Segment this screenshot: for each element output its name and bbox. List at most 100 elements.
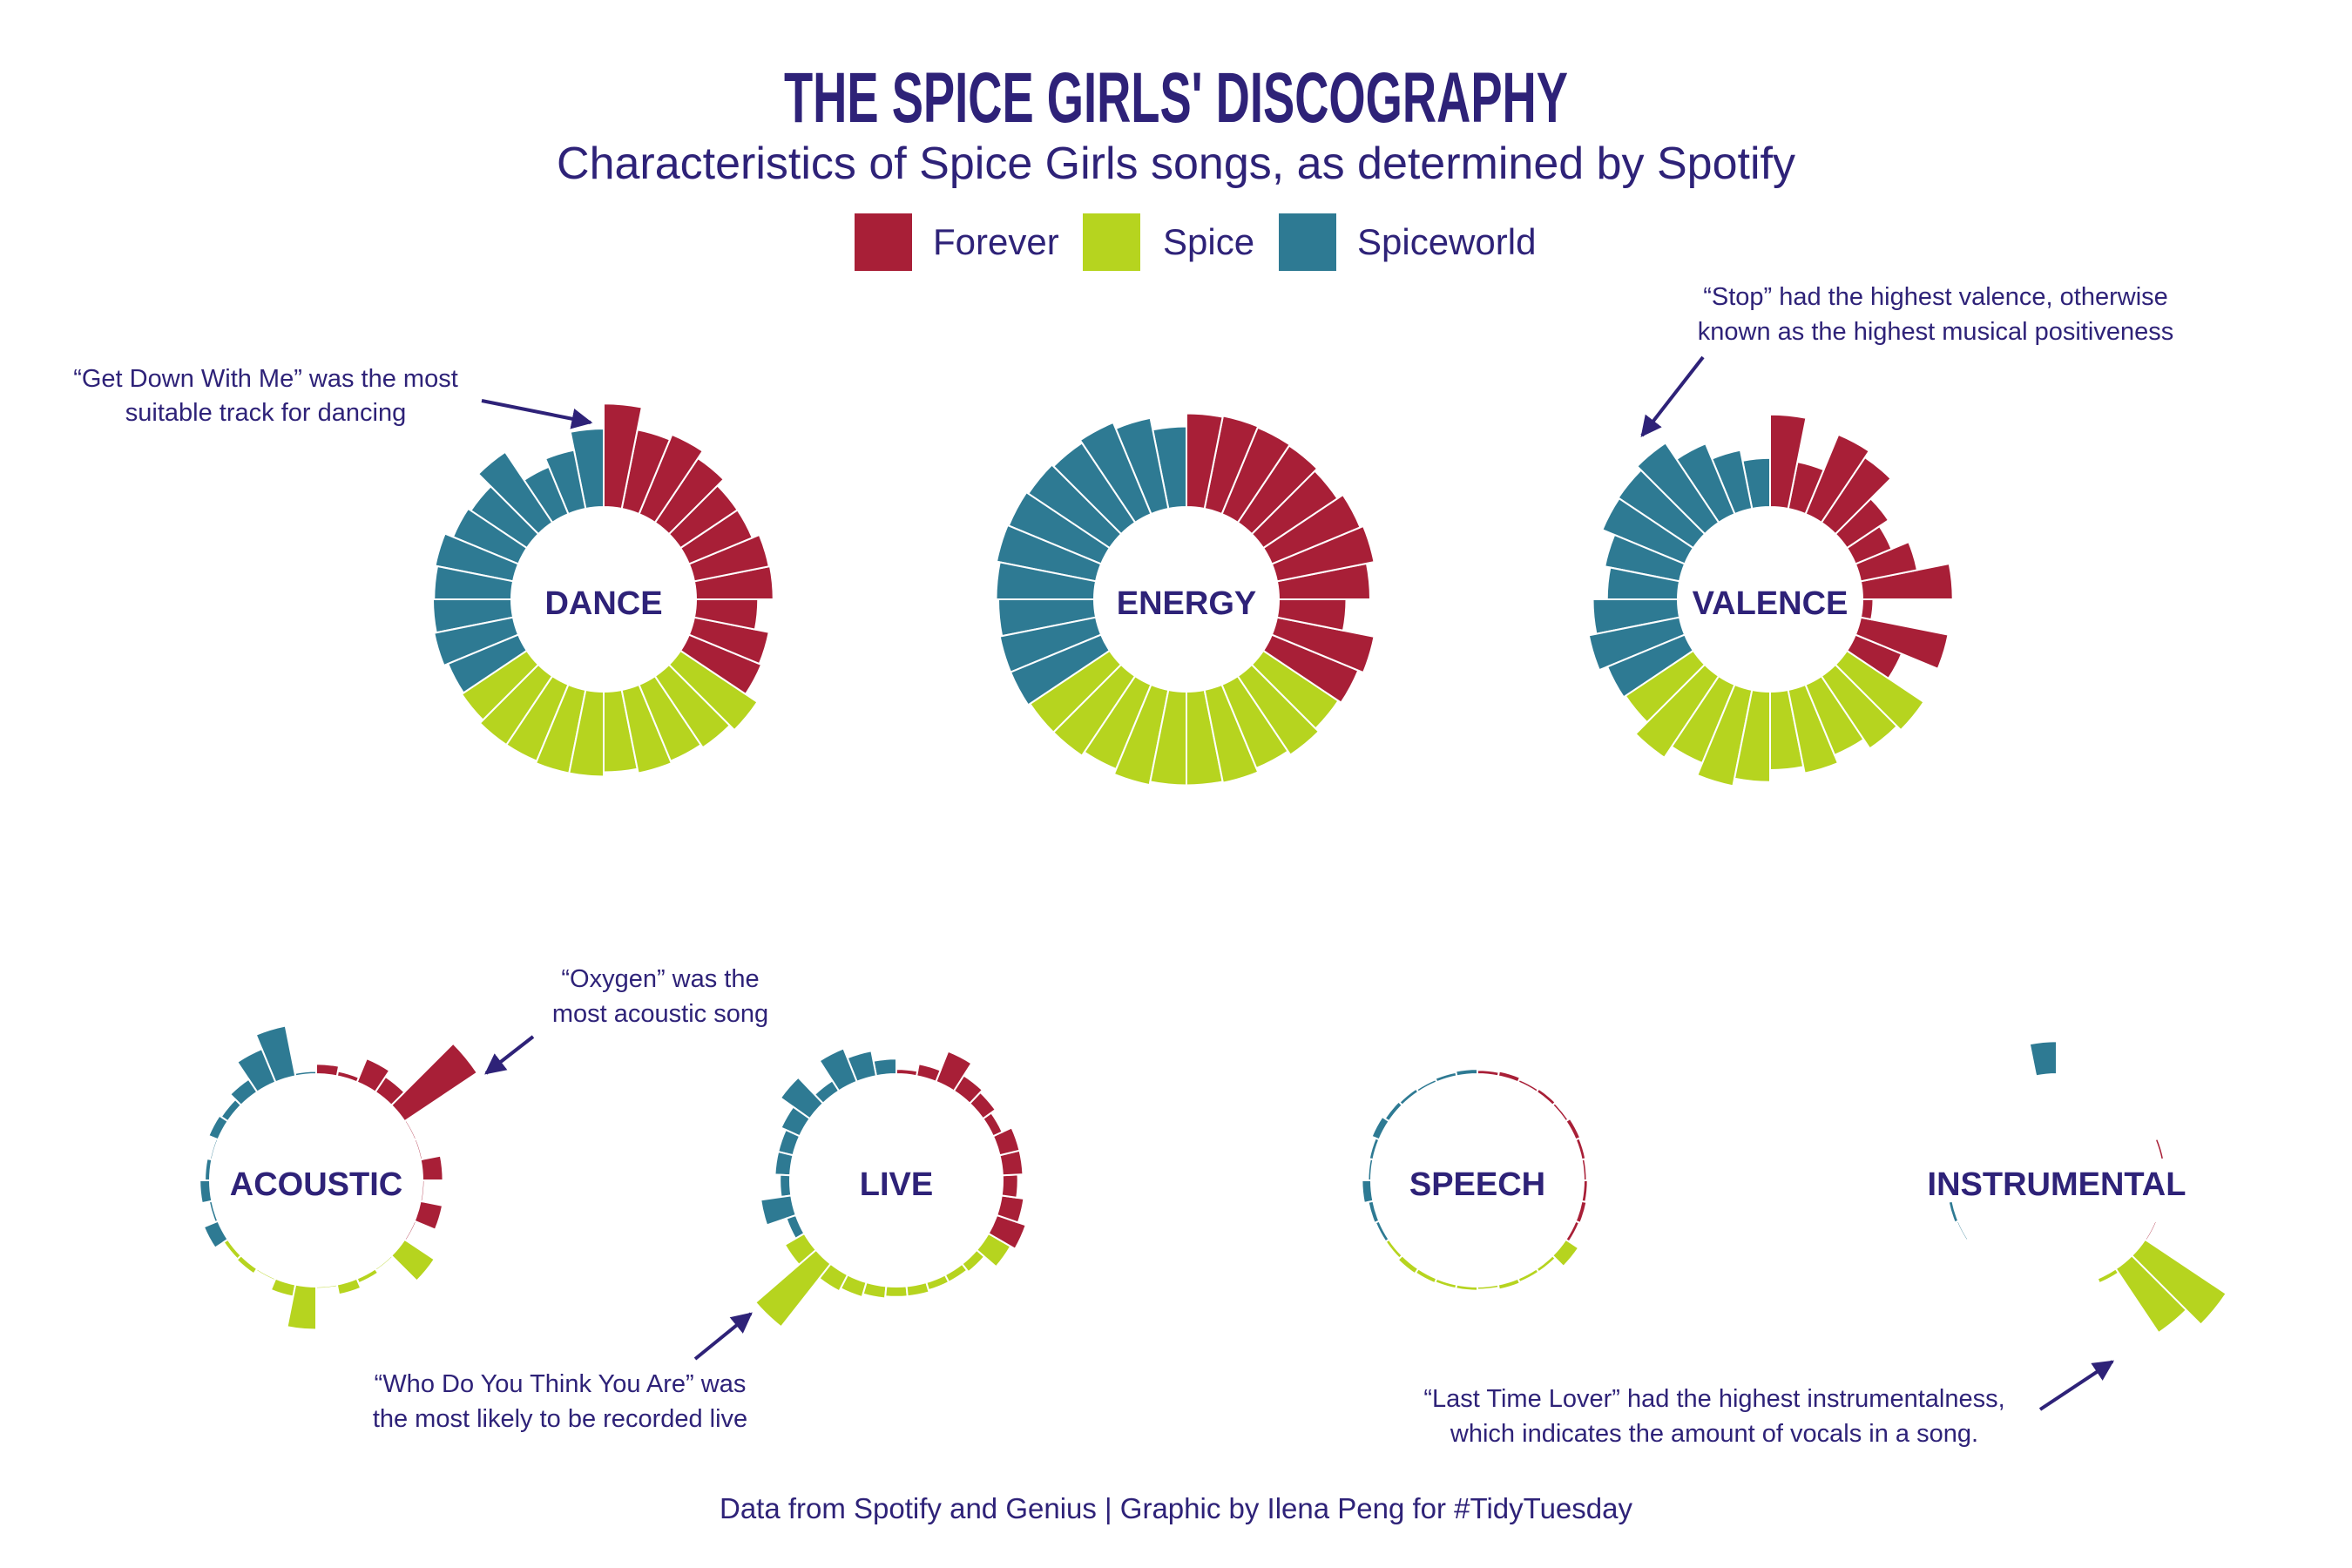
speech-bar-spice-10 <box>1384 1238 1404 1260</box>
speech-bar-spice-3 <box>1517 1267 1540 1284</box>
instrumental-bar-spiceworld-1 <box>1955 1220 1970 1242</box>
dance-bar-spiceworld-10 <box>544 449 587 516</box>
acoustic-bar-spice-4 <box>335 1277 362 1296</box>
instrumental-bar-spice-6 <box>2034 1283 2058 1289</box>
energy-bar-spiceworld-6 <box>1007 490 1112 565</box>
valence-bar-spiceworld-3 <box>1592 598 1681 635</box>
live-bar-spiceworld-8 <box>813 1079 841 1105</box>
acoustic-bar-forever-3 <box>355 1057 391 1093</box>
dance-bar-spice-6 <box>568 688 605 778</box>
annotation-valence-line-1: “Stop” had the highest valence, otherwis… <box>1703 283 2168 311</box>
live-bar-spice-7 <box>862 1281 888 1300</box>
acoustic-bar-spiceworld-9 <box>235 1047 277 1093</box>
energy-bar-spice-6 <box>1149 688 1187 787</box>
valence-bar-spice-3 <box>1804 674 1865 757</box>
valence-bar-spiceworld-1 <box>1605 633 1695 699</box>
energy-bar-spiceworld-3 <box>997 598 1098 638</box>
live-bar-spiceworld-7 <box>779 1076 825 1120</box>
dance-bar-spiceworld-6 <box>451 507 529 565</box>
speech-bar-forever-10 <box>1574 1200 1588 1225</box>
instrumental-bar-spiceworld-5 <box>1950 1138 1960 1161</box>
dance-bar-spice-4 <box>620 683 673 774</box>
speech-bar-forever-4 <box>1535 1087 1558 1107</box>
acoustic-bar-spiceworld-5 <box>208 1138 220 1161</box>
speech-bar-spice-9 <box>1396 1254 1420 1275</box>
annotation-live-arrow <box>693 1312 753 1361</box>
energy-bar-forever-2 <box>1203 415 1260 516</box>
energy-bar-spice-5 <box>1186 688 1224 787</box>
dance-bar-spice-5 <box>603 688 639 774</box>
instrumental-bar-spice-9 <box>1979 1254 1999 1272</box>
instrumental-bar-forever-2 <box>2076 1073 2099 1084</box>
valence-bar-spice-5 <box>1769 688 1805 772</box>
valence-bar-forever-8 <box>1859 562 1954 600</box>
instrumental-bar-spiceworld-4 <box>1948 1158 1954 1181</box>
acoustic-bar-forever-1 <box>315 1063 341 1078</box>
ring-label-acoustic: ACOUSTIC <box>230 1166 402 1203</box>
instrumental-bar-forever-3 <box>2096 1079 2118 1093</box>
dance-bar-forever-6 <box>679 508 754 565</box>
instrumental-bar-spiceworld-11 <box>2028 1040 2058 1078</box>
energy-ring: ENERGY <box>995 412 1375 787</box>
instrumental-bar-forever-8 <box>2159 1158 2166 1181</box>
acoustic-bar-forever-11 <box>403 1220 418 1242</box>
speech-bar-spiceworld-3 <box>1361 1179 1375 1205</box>
acoustic-bar-spice-10 <box>222 1238 243 1260</box>
dance-bar-spice-9 <box>478 663 554 747</box>
speech-bar-spiceworld-1 <box>1374 1220 1390 1243</box>
ring-label-speech: SPEECH <box>1409 1166 1545 1203</box>
annotation-acoustic-line-1: “Oxygen” was the <box>561 965 759 993</box>
live-bar-spiceworld-5 <box>777 1128 801 1157</box>
instrumental-bar-spiceworld-3 <box>1948 1179 1954 1203</box>
energy-bar-spiceworld-10 <box>1114 416 1170 516</box>
energy-bar-spice-4 <box>1203 683 1260 784</box>
annotation-instrumental: “Last Time Lover” had the highest instru… <box>1423 1360 2115 1448</box>
valence-bar-spice-9 <box>1634 663 1720 760</box>
valence-bar-spiceworld-9 <box>1675 442 1736 524</box>
annotation-instrumental-line-1: “Last Time Lover” had the highest instru… <box>1423 1385 2004 1413</box>
energy-bar-forever-1 <box>1186 412 1224 510</box>
valence-bar-forever-10 <box>1854 616 1950 671</box>
acoustic-bar-spiceworld-10 <box>254 1024 297 1084</box>
speech-bar-spice-5 <box>1477 1283 1500 1291</box>
speech-bar-forever-2 <box>1497 1070 1522 1084</box>
energy-bar-forever-5 <box>1250 470 1339 550</box>
annotation-live-line-2: the most likely to be recorded live <box>373 1405 747 1433</box>
energy-bar-forever-10 <box>1270 616 1375 674</box>
live-bar-spiceworld-3 <box>779 1173 793 1199</box>
energy-bar-spiceworld-5 <box>995 524 1103 583</box>
dance-bar-forever-7 <box>687 533 770 583</box>
valence-bar-spice-7 <box>1696 683 1754 787</box>
acoustic-bar-spiceworld-7 <box>220 1098 243 1123</box>
dance-bar-spiceworld-9 <box>523 465 570 524</box>
live-bar-spice-9 <box>818 1262 849 1293</box>
acoustic-bar-spiceworld-8 <box>228 1078 259 1107</box>
live-bar-spice-2 <box>961 1248 986 1274</box>
instrumental-bar-spice-1 <box>2130 1238 2228 1326</box>
valence-bar-spice-4 <box>1787 683 1840 774</box>
acoustic-bar-forever-5 <box>389 1042 479 1123</box>
instrumental-bar-spiceworld-10 <box>2014 1073 2038 1084</box>
valence-bar-forever-9 <box>1859 598 1875 621</box>
live-bar-forever-8 <box>998 1149 1024 1177</box>
acoustic-bar-spiceworld-2 <box>207 1200 220 1224</box>
ring-label-live: LIVE <box>860 1166 933 1203</box>
dance-bar-forever-9 <box>693 598 760 631</box>
energy-bar-spiceworld-7 <box>1026 463 1123 550</box>
energy-bar-spice-3 <box>1220 674 1289 770</box>
live-bar-spice-5 <box>905 1281 930 1298</box>
valence-bar-spice-2 <box>1820 663 1899 750</box>
acoustic-bar-spice-2 <box>374 1254 395 1272</box>
chart-subtitle: Characteristics of Spice Girls songs, as… <box>557 139 1795 189</box>
live-bar-forever-11 <box>987 1213 1028 1251</box>
live-bar-spiceworld-11 <box>872 1058 897 1078</box>
instrumental-bar-spice-10 <box>1965 1238 1984 1258</box>
acoustic-bar-spiceworld-4 <box>204 1157 213 1181</box>
dance-bar-forever-11 <box>679 633 763 696</box>
acoustic-bar-forever-2 <box>335 1070 361 1084</box>
speech-bar-spiceworld-9 <box>1415 1078 1438 1093</box>
dance-bar-spiceworld-2 <box>433 616 520 667</box>
speech-bar-forever-6 <box>1565 1117 1582 1141</box>
valence-bar-spiceworld-8 <box>1635 442 1720 536</box>
live-bar-spice-4 <box>925 1274 950 1292</box>
